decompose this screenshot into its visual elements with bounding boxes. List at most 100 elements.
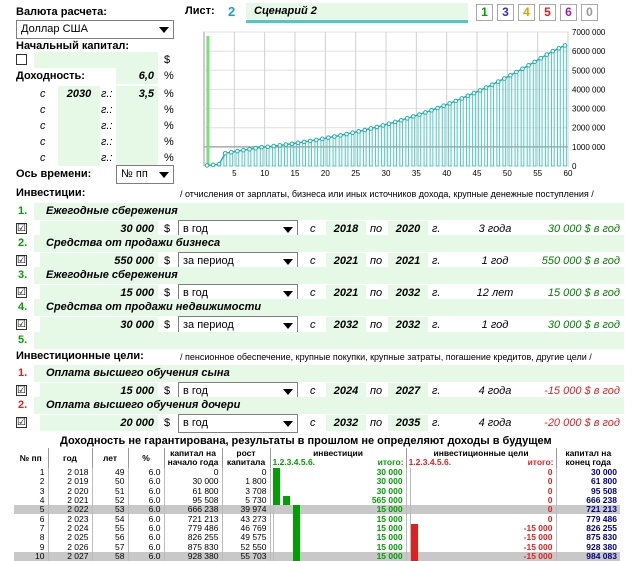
table-cell-capital-end: 826 255 — [586, 522, 617, 533]
row-name[interactable]: Ежегодные сбережения — [34, 203, 624, 220]
row-to-year[interactable]: 2032 — [388, 285, 428, 301]
row-amount-input[interactable]: 15 000 — [40, 285, 158, 301]
row-to-year[interactable]: 2032 — [388, 317, 428, 333]
yield-row-year-input[interactable] — [58, 102, 100, 118]
table-cell: 6.0 — [128, 514, 165, 524]
row-period-value: в год — [183, 287, 208, 299]
yield-input[interactable]: 6,0 — [116, 68, 158, 84]
row-period-select[interactable]: за период — [178, 252, 298, 271]
yield-row-value-input[interactable] — [116, 134, 158, 150]
table-cell-inv-total: 30 000 — [273, 467, 407, 478]
table-cell: 2 027 — [48, 551, 93, 561]
row-from-year[interactable]: 2032 — [326, 415, 366, 431]
chart-point — [301, 139, 307, 145]
goal-bar — [410, 542, 418, 552]
row-to-year[interactable]: 2035 — [388, 415, 428, 431]
row-amount-input[interactable]: 30 000 — [40, 221, 158, 237]
table-cell: 6.0 — [128, 505, 165, 515]
yield-row-year-input[interactable] — [58, 150, 100, 166]
row-name[interactable]: Оплата высшего обучения дочери — [34, 397, 624, 414]
row-from-year[interactable]: 2021 — [326, 253, 366, 269]
currency-value: Доллар США — [21, 23, 88, 35]
chart-point — [271, 143, 277, 149]
sheet-tab-4[interactable]: 4 — [518, 4, 535, 21]
capital-checkbox[interactable] — [16, 54, 27, 65]
table-cell-goal-total: -15 000 — [410, 551, 557, 561]
table-cell-capital-end: 61 800 — [591, 476, 617, 487]
table-cell: 46 769 — [222, 523, 271, 534]
chevron-down-icon[interactable] — [279, 253, 297, 270]
table-cell-inv-total: 30 000 — [273, 486, 407, 496]
row-from-year[interactable]: 2024 — [326, 383, 366, 399]
chevron-down-icon[interactable] — [279, 415, 297, 432]
row-name[interactable]: Средства от продажи бизнеса — [34, 235, 624, 252]
yield-row-value-input[interactable] — [116, 102, 158, 118]
row-period-select[interactable]: в год — [178, 382, 298, 401]
table-cell: 50 — [92, 477, 129, 487]
chevron-down-icon[interactable] — [279, 383, 297, 400]
yield-row-value-input[interactable]: 3,5 — [116, 86, 158, 102]
table-cell: 51 — [92, 486, 129, 496]
yield-pct: % — [164, 70, 174, 82]
row-amount-input[interactable]: 30 000 — [40, 317, 158, 333]
row-to-year[interactable]: 2020 — [388, 221, 428, 237]
row-summary: 550 000 $ в год — [541, 255, 620, 267]
inv-bar — [292, 533, 300, 543]
table-cell-inv-total: 15 000 — [273, 533, 407, 543]
row-name[interactable]: Оплата высшего обучения сына — [34, 365, 624, 382]
chevron-down-icon[interactable] — [279, 285, 297, 302]
row-amount-input[interactable]: 550 000 — [40, 253, 158, 269]
yield-row-year-input[interactable] — [58, 118, 100, 134]
chevron-down-icon[interactable] — [155, 166, 173, 183]
sheet-tab-1[interactable]: 1 — [476, 4, 493, 21]
table-cell: 49 575 — [222, 533, 271, 543]
yield-row-year-input[interactable] — [58, 134, 100, 150]
chevron-down-icon[interactable] — [155, 21, 173, 38]
sheet-tab-5[interactable]: 5 — [539, 4, 556, 21]
yield-row-value-input[interactable] — [116, 150, 158, 166]
table-cell: 6.0 — [128, 495, 165, 506]
row-to-year[interactable]: 2021 — [388, 253, 428, 269]
row-checkbox[interactable]: ☑ — [16, 287, 27, 298]
row-from-year[interactable]: 2018 — [326, 221, 366, 237]
row-from-year[interactable]: 2021 — [326, 285, 366, 301]
chart-point — [380, 123, 386, 128]
sheet-tab-3[interactable]: 3 — [497, 4, 514, 21]
row-checkbox[interactable]: ☑ — [16, 255, 27, 266]
row-name[interactable]: Ежегодные сбережения — [34, 267, 624, 284]
sheet-tab-0[interactable]: 0 — [581, 4, 598, 21]
chart-point — [222, 150, 228, 156]
row-checkbox[interactable]: ☑ — [16, 223, 27, 234]
table-cell: 2 021 — [48, 495, 93, 506]
row-amount-input[interactable]: 15 000 — [40, 383, 158, 399]
row-checkbox[interactable]: ☑ — [16, 319, 27, 330]
investment-5-empty-row[interactable] — [34, 332, 624, 349]
sub-goal-numbers: 1.2.3.4.5.6. — [408, 457, 452, 467]
table-cell-inv-total: 15 000 — [273, 505, 407, 515]
row-checkbox[interactable]: ☑ — [16, 385, 27, 396]
scenario-name[interactable]: Сценарий 2 — [246, 3, 468, 19]
row-period-select[interactable]: в год — [178, 284, 298, 303]
sheet-tab-6[interactable]: 6 — [560, 4, 577, 21]
chevron-down-icon[interactable] — [279, 221, 297, 238]
row-name[interactable]: Средства от продажи недвижимости — [34, 299, 624, 316]
goals-title: Инвестиционные цели: — [16, 350, 144, 362]
row-amount-input[interactable]: 20 000 — [40, 415, 158, 431]
yield-row-year-input[interactable]: 2030 — [58, 86, 100, 102]
row-checkbox[interactable]: ☑ — [16, 417, 27, 428]
row-to-year[interactable]: 2027 — [388, 383, 428, 399]
chart-y-tick-label: 6000 000 — [572, 47, 606, 56]
chart-point — [550, 48, 556, 54]
time-axis-select[interactable]: № пп — [116, 165, 174, 184]
goal-bars-cell — [406, 551, 418, 561]
yield-row-from-label: с — [40, 136, 46, 148]
row-period-select[interactable]: в год — [178, 414, 298, 433]
row-from-year[interactable]: 2032 — [326, 317, 366, 333]
row-to-label: по — [370, 223, 383, 235]
yield-row-value-input[interactable] — [116, 118, 158, 134]
currency-select[interactable]: Доллар США — [16, 20, 174, 39]
capital-input[interactable] — [34, 52, 158, 68]
chevron-down-icon[interactable] — [279, 317, 297, 334]
